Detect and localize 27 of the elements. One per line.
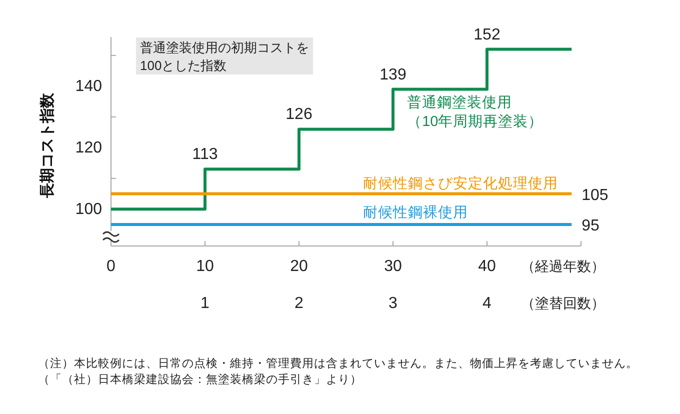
x-tick-label: 40 (478, 258, 496, 274)
x-axis-title: （経過年数） (521, 258, 605, 274)
x2-axis-title: （塗替回数） (521, 295, 605, 311)
data-label: 152 (474, 26, 500, 43)
x-tick-label: 30 (384, 258, 402, 274)
data-label: 95 (582, 216, 600, 234)
note-box: 普通塗装使用の初期コストを100とした指数 (136, 38, 313, 74)
series-label: 耐候性鋼さび安定化処理使用 (362, 174, 558, 192)
data-label: 113 (192, 146, 218, 163)
x-tick-label: 0 (106, 258, 116, 274)
data-label: 126 (286, 106, 312, 123)
y-tick-label: 140 (75, 78, 102, 95)
x2-tick-label: 2 (294, 294, 304, 312)
text: （「（社）日本橋梁建設協会：無塗装橋梁の手引き」より） (38, 372, 362, 386)
x2-tick-label: 1 (200, 294, 210, 312)
data-label: 139 (380, 66, 406, 83)
x-tick-label: 20 (290, 258, 308, 274)
y-tick-label: 120 (75, 139, 102, 156)
text: （注）本比較例には、日常の点検・維持・管理費用は含まれていません。また、物価上昇を考慮していません。 (38, 356, 638, 370)
data-label: 105 (582, 186, 608, 204)
y-tick-label: 100 (75, 200, 102, 218)
x2-tick-label: 3 (388, 294, 398, 312)
series-label: 耐候性鋼裸使用 (362, 204, 468, 221)
series-label: 普通鋼塗装使用（10年周期再塗装） (407, 94, 544, 130)
y-axis-title: 長期コスト指数 (38, 92, 56, 199)
x-tick-label: 10 (196, 258, 214, 274)
x2-tick-label: 4 (482, 294, 492, 312)
